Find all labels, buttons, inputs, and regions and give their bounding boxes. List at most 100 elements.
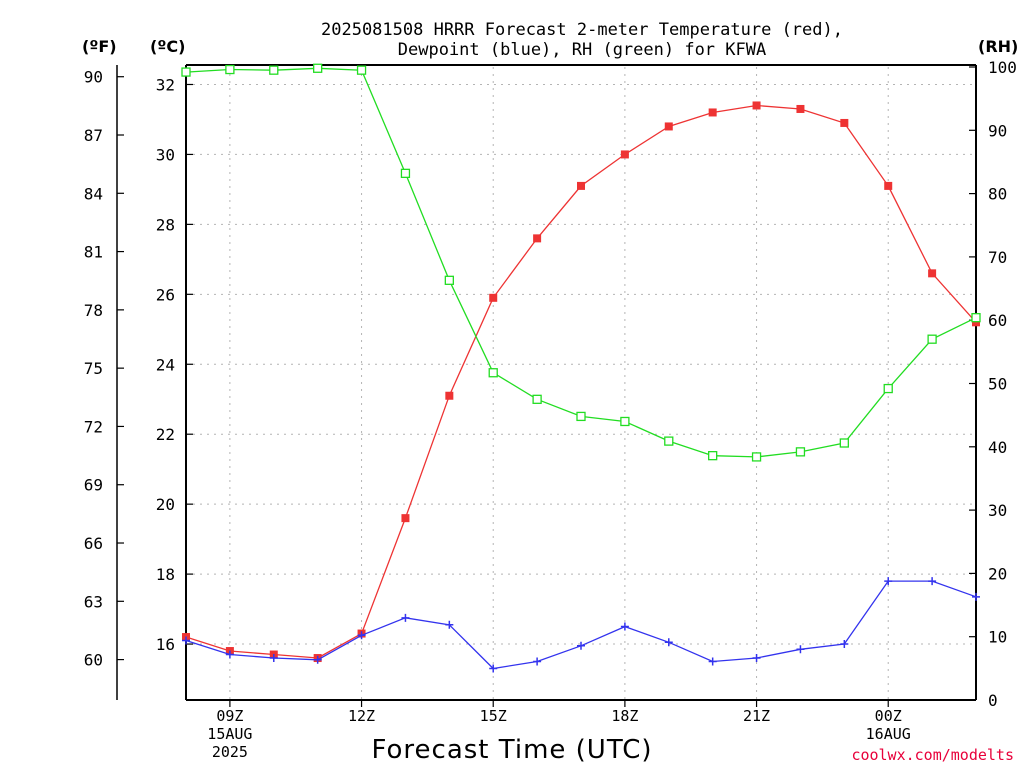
data-series <box>181 63 981 673</box>
fahrenheit-tick-label: 69 <box>84 476 103 495</box>
x-tick-label: 15Z <box>480 707 507 725</box>
rh-point <box>708 451 718 461</box>
celsius-tick-label: 26 <box>156 285 175 304</box>
x-tick-label: 2025 <box>212 743 248 761</box>
rh-point <box>795 447 806 457</box>
celsius-tick-label: 20 <box>156 495 175 514</box>
rh-point <box>751 452 762 462</box>
dewpoint-point <box>445 620 454 629</box>
dewpoint-point <box>182 636 190 645</box>
temperature-point <box>708 108 717 117</box>
temperature-point <box>577 181 585 190</box>
rh-tick-label: 70 <box>988 248 1007 267</box>
dewpoint-point <box>577 641 585 650</box>
chart-title-line-1: 2025081508 HRRR Forecast 2-meter Tempera… <box>321 20 843 40</box>
temperature-point <box>664 122 673 131</box>
rh-point <box>839 438 849 448</box>
rh-line <box>185 67 977 458</box>
tick-labels: 60 63 66 69 72 75 78 81 84 87 90 16 18 20 22 24 26 28 30 32… <box>84 58 1017 761</box>
temperature-point <box>928 269 937 278</box>
x-axis-label: Forecast Time (UTC) <box>371 735 652 765</box>
chart-title-line-2: Dewpoint (blue), RH (green) for KFWA <box>398 40 766 60</box>
dewpoint-point <box>796 645 805 654</box>
rh-point <box>444 275 454 285</box>
dewpoint-point <box>752 654 761 663</box>
fahrenheit-tick-label: 72 <box>84 417 103 436</box>
fahrenheit-tick-label: 81 <box>84 243 103 262</box>
rh-tick-label: 20 <box>988 564 1007 583</box>
rh-tick-label: 90 <box>988 121 1007 140</box>
rh-tick-label: 50 <box>988 375 1007 394</box>
rh-point <box>664 436 674 446</box>
fahrenheit-unit-label: (ºF) <box>82 37 117 56</box>
rh-unit-label: (RH) <box>978 37 1018 56</box>
fahrenheit-tick-label: 84 <box>84 184 103 203</box>
rh-point <box>181 67 191 77</box>
rh-point <box>356 65 367 75</box>
rh-point <box>576 411 586 422</box>
rh-tick-label: 30 <box>988 501 1007 520</box>
temperature-point <box>796 104 805 113</box>
dewpoint-point <box>620 622 629 631</box>
rh-point <box>883 383 893 394</box>
dewpoint-point <box>269 654 278 663</box>
rh-point <box>620 416 630 427</box>
rh-point <box>488 368 498 378</box>
x-tick-label: 18Z <box>611 707 638 725</box>
rh-point <box>225 64 235 75</box>
celsius-unit-label: (ºC) <box>150 37 185 56</box>
fahrenheit-tick-label: 90 <box>84 68 103 87</box>
celsius-tick-label: 16 <box>156 635 175 654</box>
x-tick-label: 21Z <box>743 707 770 725</box>
temperature-point <box>445 391 454 400</box>
dewpoint-point <box>928 577 937 586</box>
temperature-point <box>620 150 629 159</box>
dewpoint-line <box>185 580 977 670</box>
x-tick-label: 15AUG <box>207 725 252 743</box>
fahrenheit-tick-label: 66 <box>84 534 103 553</box>
dewpoint-point <box>489 664 498 673</box>
x-tick-label: 12Z <box>348 707 375 725</box>
celsius-tick-label: 18 <box>156 565 175 584</box>
fahrenheit-tick-label: 78 <box>84 301 103 320</box>
rh-tick-label: 60 <box>988 311 1007 330</box>
rh-point <box>532 394 542 404</box>
temperature-point <box>533 234 542 243</box>
dewpoint-point <box>884 577 893 586</box>
celsius-tick-label: 28 <box>156 215 175 234</box>
dewpoint-point <box>840 640 849 649</box>
fahrenheit-tick-label: 87 <box>84 126 103 145</box>
grid-lines <box>186 67 976 700</box>
celsius-tick-label: 32 <box>156 75 175 94</box>
dewpoint-point <box>708 657 717 666</box>
dewpoint-point <box>313 655 322 664</box>
dewpoint-point <box>401 613 410 622</box>
fahrenheit-tick-label: 63 <box>84 592 103 611</box>
axes <box>116 64 977 707</box>
celsius-tick-label: 30 <box>156 145 175 164</box>
fahrenheit-tick-label: 75 <box>84 359 103 378</box>
temperature-point <box>752 101 761 110</box>
x-tick-label: 00Z <box>875 707 902 725</box>
dewpoint-point <box>225 650 234 659</box>
temperature-point <box>401 514 410 523</box>
rh-tick-label: 0 <box>988 691 998 710</box>
dewpoint-point <box>357 631 366 640</box>
celsius-tick-label: 24 <box>156 355 175 374</box>
rh-point <box>400 168 411 178</box>
x-tick-label: 16AUG <box>866 725 911 743</box>
dewpoint-point <box>664 638 673 647</box>
rh-tick-label: 100 <box>988 58 1017 77</box>
dewpoint-point <box>533 657 542 666</box>
rh-tick-label: 80 <box>988 185 1007 204</box>
rh-tick-label: 40 <box>988 438 1007 457</box>
credit-link[interactable]: coolwx.com/modelts <box>851 746 1014 764</box>
fahrenheit-tick-label: 60 <box>84 651 103 670</box>
dewpoint-point <box>972 592 980 601</box>
temperature-point <box>489 293 498 302</box>
temperature-point <box>884 181 893 190</box>
rh-tick-label: 10 <box>988 628 1007 647</box>
celsius-tick-label: 22 <box>156 425 175 444</box>
rh-point <box>971 313 981 323</box>
